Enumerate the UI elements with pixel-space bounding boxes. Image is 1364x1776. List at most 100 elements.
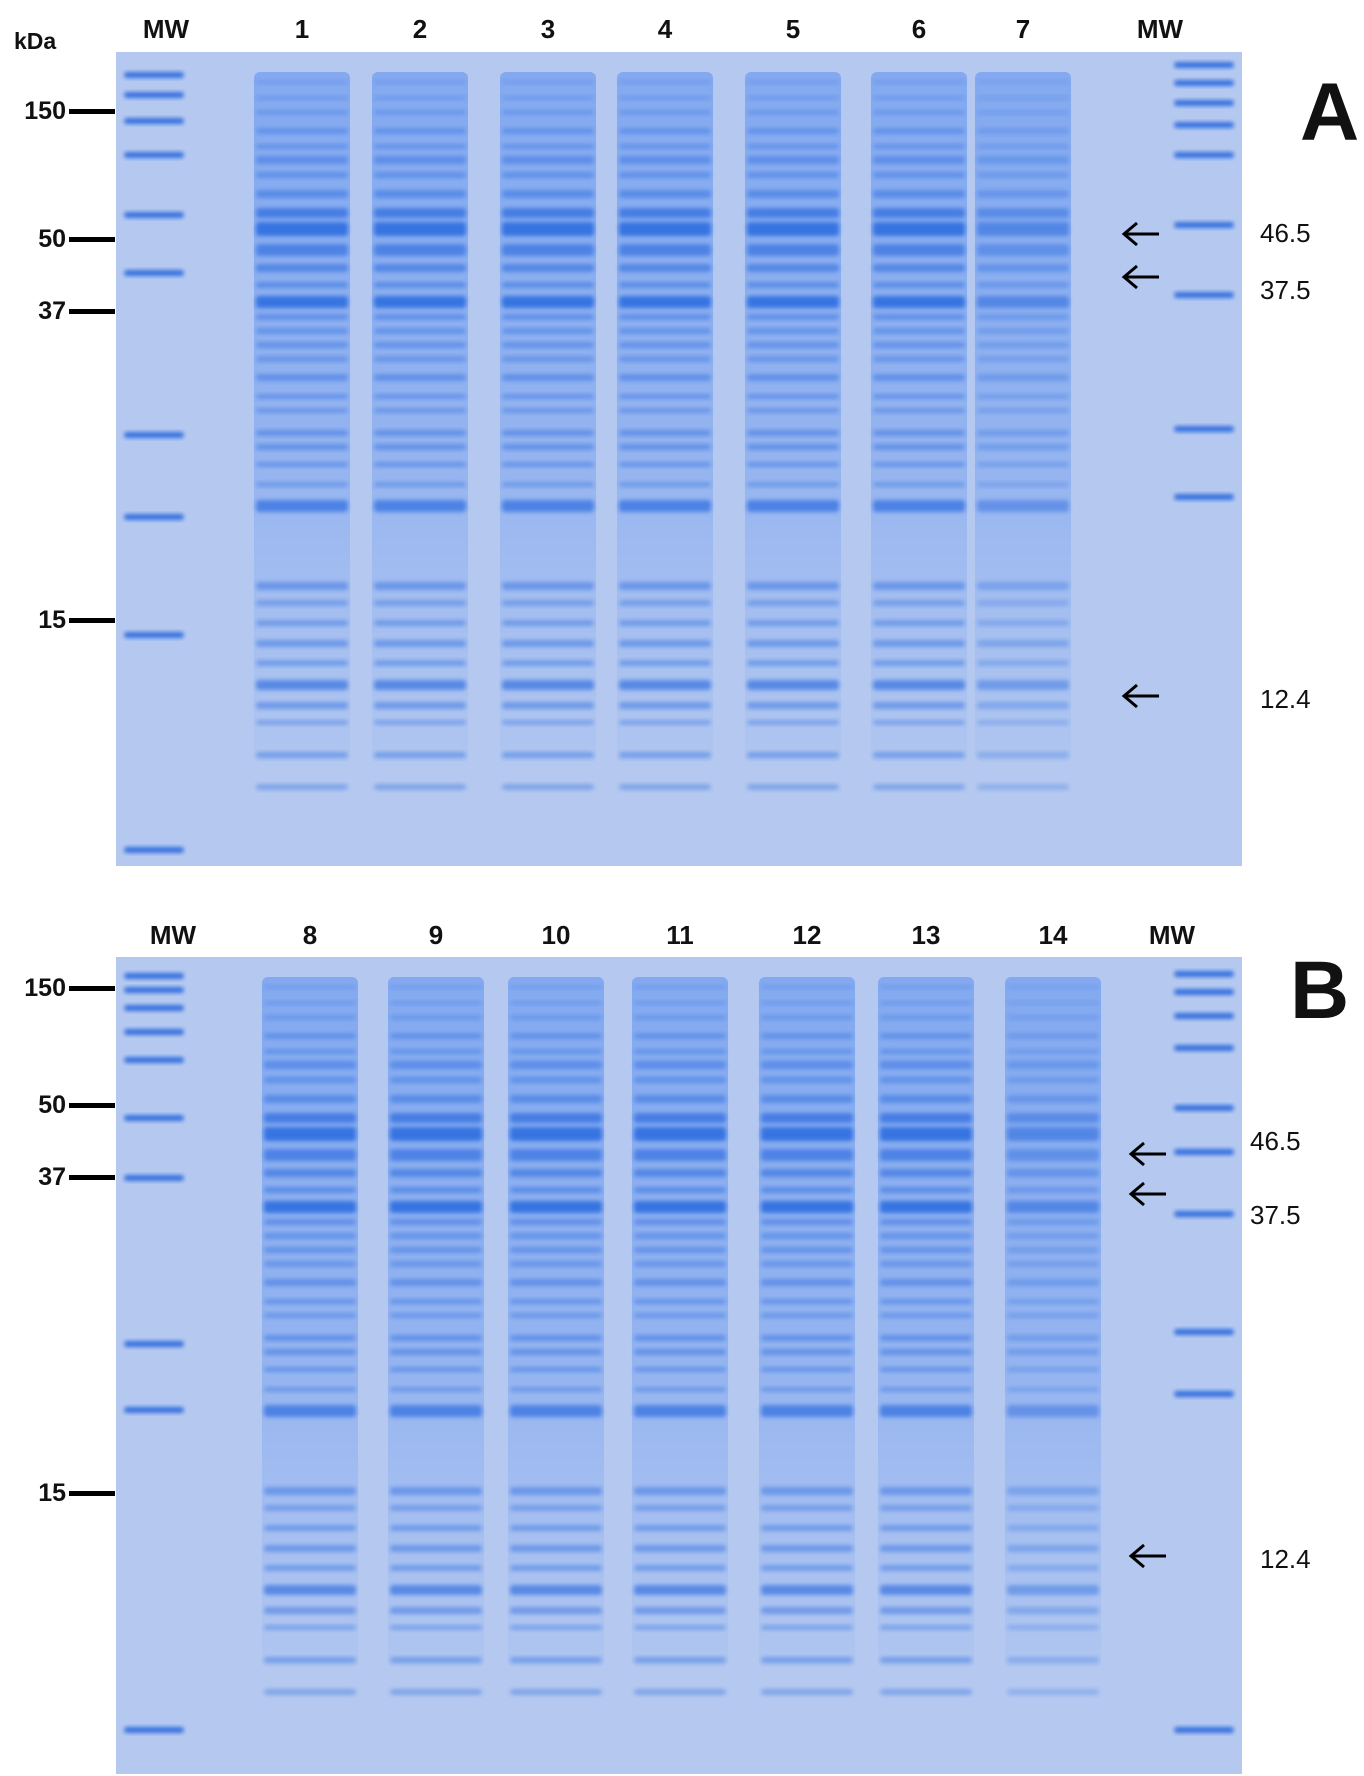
protein-band <box>747 430 839 436</box>
ladder-band <box>124 1029 184 1035</box>
protein-band <box>634 1169 726 1177</box>
ladder-band <box>1174 1105 1234 1111</box>
protein-band <box>1007 1077 1099 1083</box>
protein-band <box>510 1061 602 1069</box>
protein-band <box>1007 1625 1099 1630</box>
protein-band <box>264 1607 356 1614</box>
protein-band <box>873 328 965 334</box>
protein-band <box>390 1279 482 1286</box>
protein-band <box>1007 1487 1099 1495</box>
protein-band <box>256 600 348 606</box>
protein-band <box>634 1625 726 1630</box>
protein-band <box>619 110 711 115</box>
protein-band <box>761 1113 853 1123</box>
lane-label-2: 2 <box>412 14 428 44</box>
protein-band <box>1007 1349 1099 1355</box>
protein-band <box>510 1505 602 1511</box>
protein-band <box>747 144 839 149</box>
protein-band <box>619 356 711 362</box>
protein-band <box>880 1077 972 1083</box>
protein-band <box>510 1169 602 1177</box>
protein-band <box>374 620 466 626</box>
marker-tick <box>69 109 115 114</box>
protein-band <box>619 444 711 450</box>
protein-band <box>747 190 839 198</box>
protein-band <box>264 1061 356 1069</box>
protein-band <box>390 1077 482 1083</box>
protein-band <box>873 264 965 272</box>
protein-band <box>502 482 594 487</box>
protein-band <box>634 1335 726 1341</box>
protein-band <box>502 660 594 666</box>
protein-band <box>873 80 965 84</box>
protein-band <box>510 1095 602 1103</box>
protein-band <box>264 1625 356 1630</box>
protein-band <box>873 784 965 790</box>
ladder-band <box>1174 971 1234 977</box>
protein-band <box>880 1565 972 1571</box>
protein-band <box>374 356 466 362</box>
protein-band <box>880 1233 972 1239</box>
protein-band <box>977 660 1069 666</box>
protein-band <box>1007 1247 1099 1253</box>
protein-band <box>502 582 594 590</box>
protein-band <box>390 1201 482 1213</box>
protein-band <box>880 1349 972 1355</box>
protein-band <box>502 96 594 100</box>
protein-band <box>502 208 594 218</box>
protein-band <box>880 1127 972 1141</box>
protein-band <box>747 660 839 666</box>
protein-band <box>390 1405 482 1417</box>
protein-band <box>761 1299 853 1304</box>
protein-band <box>977 784 1069 790</box>
protein-band <box>619 394 711 399</box>
protein-band <box>761 1169 853 1177</box>
protein-band <box>256 640 348 647</box>
protein-band <box>634 1487 726 1495</box>
protein-band <box>510 1313 602 1318</box>
protein-band <box>619 96 711 100</box>
protein-band <box>761 1001 853 1005</box>
gel-panel-b: MW 8 9 10 11 12 13 14 MW 150 50 37 15 46… <box>0 870 1364 1776</box>
protein-band <box>747 328 839 334</box>
ladder-band <box>124 432 184 438</box>
protein-band <box>619 190 711 198</box>
protein-band <box>619 222 711 236</box>
protein-band <box>880 1505 972 1511</box>
protein-band <box>634 1001 726 1005</box>
protein-band <box>374 328 466 334</box>
protein-band <box>761 1545 853 1552</box>
protein-band <box>390 1607 482 1614</box>
protein-band <box>374 394 466 399</box>
protein-band <box>264 1545 356 1552</box>
protein-band <box>502 328 594 334</box>
protein-band <box>264 1169 356 1177</box>
protein-band <box>873 720 965 725</box>
protein-band <box>977 328 1069 334</box>
protein-band <box>761 1049 853 1054</box>
protein-band <box>510 1387 602 1392</box>
protein-band <box>502 500 594 512</box>
protein-band <box>873 500 965 512</box>
protein-band <box>256 702 348 709</box>
protein-band <box>634 1607 726 1614</box>
protein-band <box>510 985 602 989</box>
protein-band <box>502 314 594 320</box>
protein-band <box>390 1015 482 1020</box>
protein-band <box>502 128 594 134</box>
protein-band <box>880 1545 972 1552</box>
protein-band <box>256 314 348 320</box>
protein-band <box>256 264 348 272</box>
panel-letter-b: B <box>1290 945 1350 1036</box>
protein-band <box>880 1001 972 1005</box>
protein-band <box>977 680 1069 690</box>
protein-band <box>873 296 965 308</box>
protein-band <box>634 1127 726 1141</box>
protein-band <box>977 190 1069 198</box>
protein-band <box>619 408 711 413</box>
protein-band <box>977 96 1069 100</box>
marker-tick <box>69 1491 115 1496</box>
protein-band <box>502 430 594 436</box>
protein-band <box>747 172 839 178</box>
protein-band <box>761 1261 853 1267</box>
